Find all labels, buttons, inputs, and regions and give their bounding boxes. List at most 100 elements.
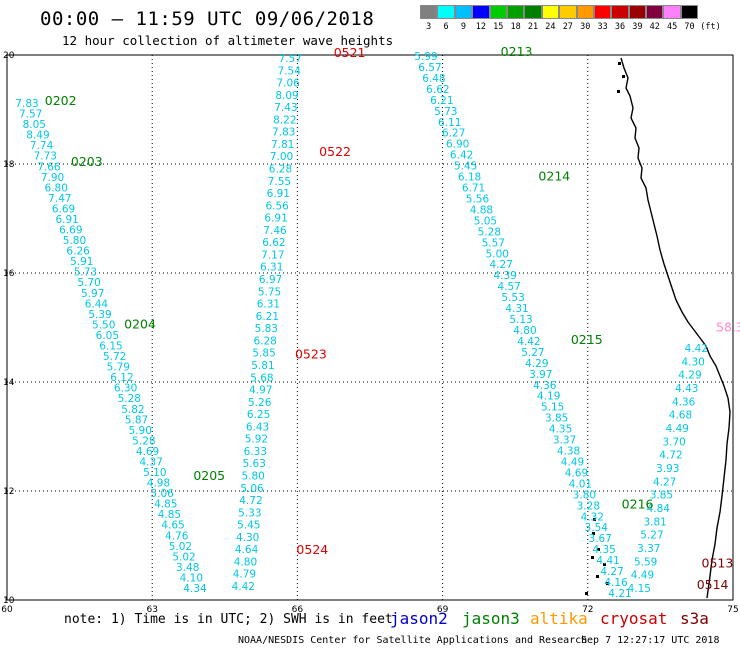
island-speck [593, 518, 596, 521]
wave-height-label: 5.80 [63, 235, 86, 247]
legend-swatch [420, 5, 438, 19]
legend-label: 3 [426, 22, 432, 32]
island-speck [596, 575, 599, 578]
legend-label: 9 [460, 22, 467, 32]
wave-height-label: 5.27 [521, 347, 544, 359]
y-tick-label: 14 [3, 378, 15, 388]
wave-height-label: 5.72 [103, 351, 126, 363]
wave-height-label: 4.72 [239, 495, 262, 507]
wave-height-label: 5.13 [509, 314, 532, 326]
wave-height-label: 7.90 [41, 172, 64, 184]
wave-height-label: 6.62 [262, 237, 285, 249]
wave-height-label: 6.30 [114, 383, 137, 395]
wave-height-label: 4.41 [596, 555, 619, 567]
wave-height-label: 6.28 [269, 164, 292, 176]
legend-swatch [680, 5, 699, 19]
wave-height-label: 6.18 [458, 172, 481, 184]
wave-height-label: 5.53 [501, 292, 524, 304]
pass-time-label: 58.34 [716, 319, 740, 334]
pass-time-label: 0216 [622, 496, 654, 511]
wave-height-label: 5.87 [125, 414, 148, 426]
wave-height-label: 5.59 [634, 556, 657, 568]
wave-height-label: 5.02 [169, 541, 192, 553]
wave-height-label: 4.29 [678, 370, 701, 382]
wave-height-label: 5.50 [92, 319, 115, 331]
legend-label: 42 [649, 22, 660, 32]
wave-height-label: 6.33 [244, 446, 267, 458]
wave-height-label: 4.10 [180, 572, 203, 584]
footer-credit: NOAA/NESDIS Center for Satellite Applica… [238, 635, 588, 646]
wave-height-label: 5.05 [474, 215, 497, 227]
wave-height-label: 3.97 [529, 369, 552, 381]
pass-time-label: 0215 [571, 332, 603, 347]
legend-label: 18 [510, 22, 521, 32]
wave-height-label: 6.71 [462, 183, 485, 195]
wave-height-label: 4.16 [604, 577, 628, 589]
pass-time-label: 0524 [296, 542, 328, 557]
x-tick-label: 69 [437, 605, 449, 615]
wave-height-label: 6.91 [55, 214, 78, 226]
wave-height-label: 7.57 [19, 109, 42, 121]
wave-height-label: 7.81 [271, 139, 294, 151]
legend-label: 70 [684, 22, 695, 32]
wave-height-label: 3.80 [573, 489, 596, 501]
wave-height-label: 4.30 [681, 356, 704, 368]
wave-height-label: 5.45 [454, 161, 477, 173]
wave-height-label: 5.39 [88, 309, 111, 321]
island-speck [622, 75, 625, 78]
wave-height-label: 8.49 [26, 130, 49, 142]
wave-height-label: 4.98 [147, 478, 170, 490]
island-speck [606, 582, 609, 585]
wave-height-label: 4.42 [232, 581, 255, 593]
wave-height-label: 3.70 [662, 436, 685, 448]
pass-time-label: 0523 [295, 347, 327, 362]
wave-height-label: 7.57 [279, 53, 302, 65]
wave-height-label: 4.97 [249, 385, 272, 397]
legend-label: 30 [580, 22, 591, 32]
x-tick-label: 72 [582, 605, 593, 615]
wave-height-label: 6.42 [450, 150, 473, 162]
x-tick-label: 75 [727, 605, 738, 615]
wave-height-label: 4.27 [653, 476, 676, 488]
wave-height-label: 4.65 [161, 520, 184, 532]
wave-height-label: 6.31 [257, 299, 280, 311]
wave-height-label: 7.00 [270, 151, 293, 163]
wave-height-label: 4.72 [659, 450, 682, 462]
wave-height-label: 6.27 [442, 128, 465, 140]
pass-time-label: 0522 [319, 144, 351, 159]
wave-height-label: 3.28 [577, 500, 600, 512]
wave-height-label: 4.34 [183, 583, 207, 595]
pass-time-label: 0521 [334, 45, 366, 60]
y-tick-label: 10 [3, 596, 15, 606]
wave-height-label: 8.05 [23, 119, 46, 131]
wave-height-label: 3.37 [553, 435, 576, 447]
wave-height-label: 6.69 [52, 203, 75, 215]
island-speck [617, 90, 620, 93]
legend-swatch [646, 5, 664, 19]
island-speck [591, 556, 594, 559]
footer-timestamp: Sep 7 12:27:17 UTC 2018 [581, 635, 720, 646]
sat-altika-label: altika [530, 609, 588, 628]
wave-height-label: 4.19 [537, 391, 560, 403]
wave-height-label: 5.73 [74, 267, 97, 279]
wave-height-label: 7.83 [15, 98, 38, 110]
wave-height-label: 5.45 [237, 520, 260, 532]
wave-height-label: 6.56 [265, 200, 289, 212]
wave-height-label: 4.01 [569, 478, 592, 490]
wave-height-label: 4.80 [234, 556, 257, 568]
y-tick-label: 20 [3, 51, 15, 61]
wave-height-label: 4.42 [685, 343, 708, 355]
wave-height-label: 5.91 [70, 256, 93, 268]
y-tick-label: 18 [3, 160, 15, 170]
legend-labels: 3 6 9 12 15 18 21 24 27 30 33 36 39 42 45 70 (ft) [420, 22, 734, 32]
wave-height-label: 5.63 [243, 458, 266, 470]
wave-height-label: 4.80 [513, 325, 536, 337]
wave-height-label: 4.30 [236, 532, 259, 544]
wave-height-label: 8.09 [275, 90, 298, 102]
wave-height-label: 5.90 [129, 425, 152, 437]
wave-height-label: 4.49 [666, 423, 689, 435]
wave-height-label: 6.25 [247, 409, 270, 421]
wave-height-label: 7.83 [272, 127, 295, 139]
wave-height-label: 4.38 [557, 446, 580, 458]
